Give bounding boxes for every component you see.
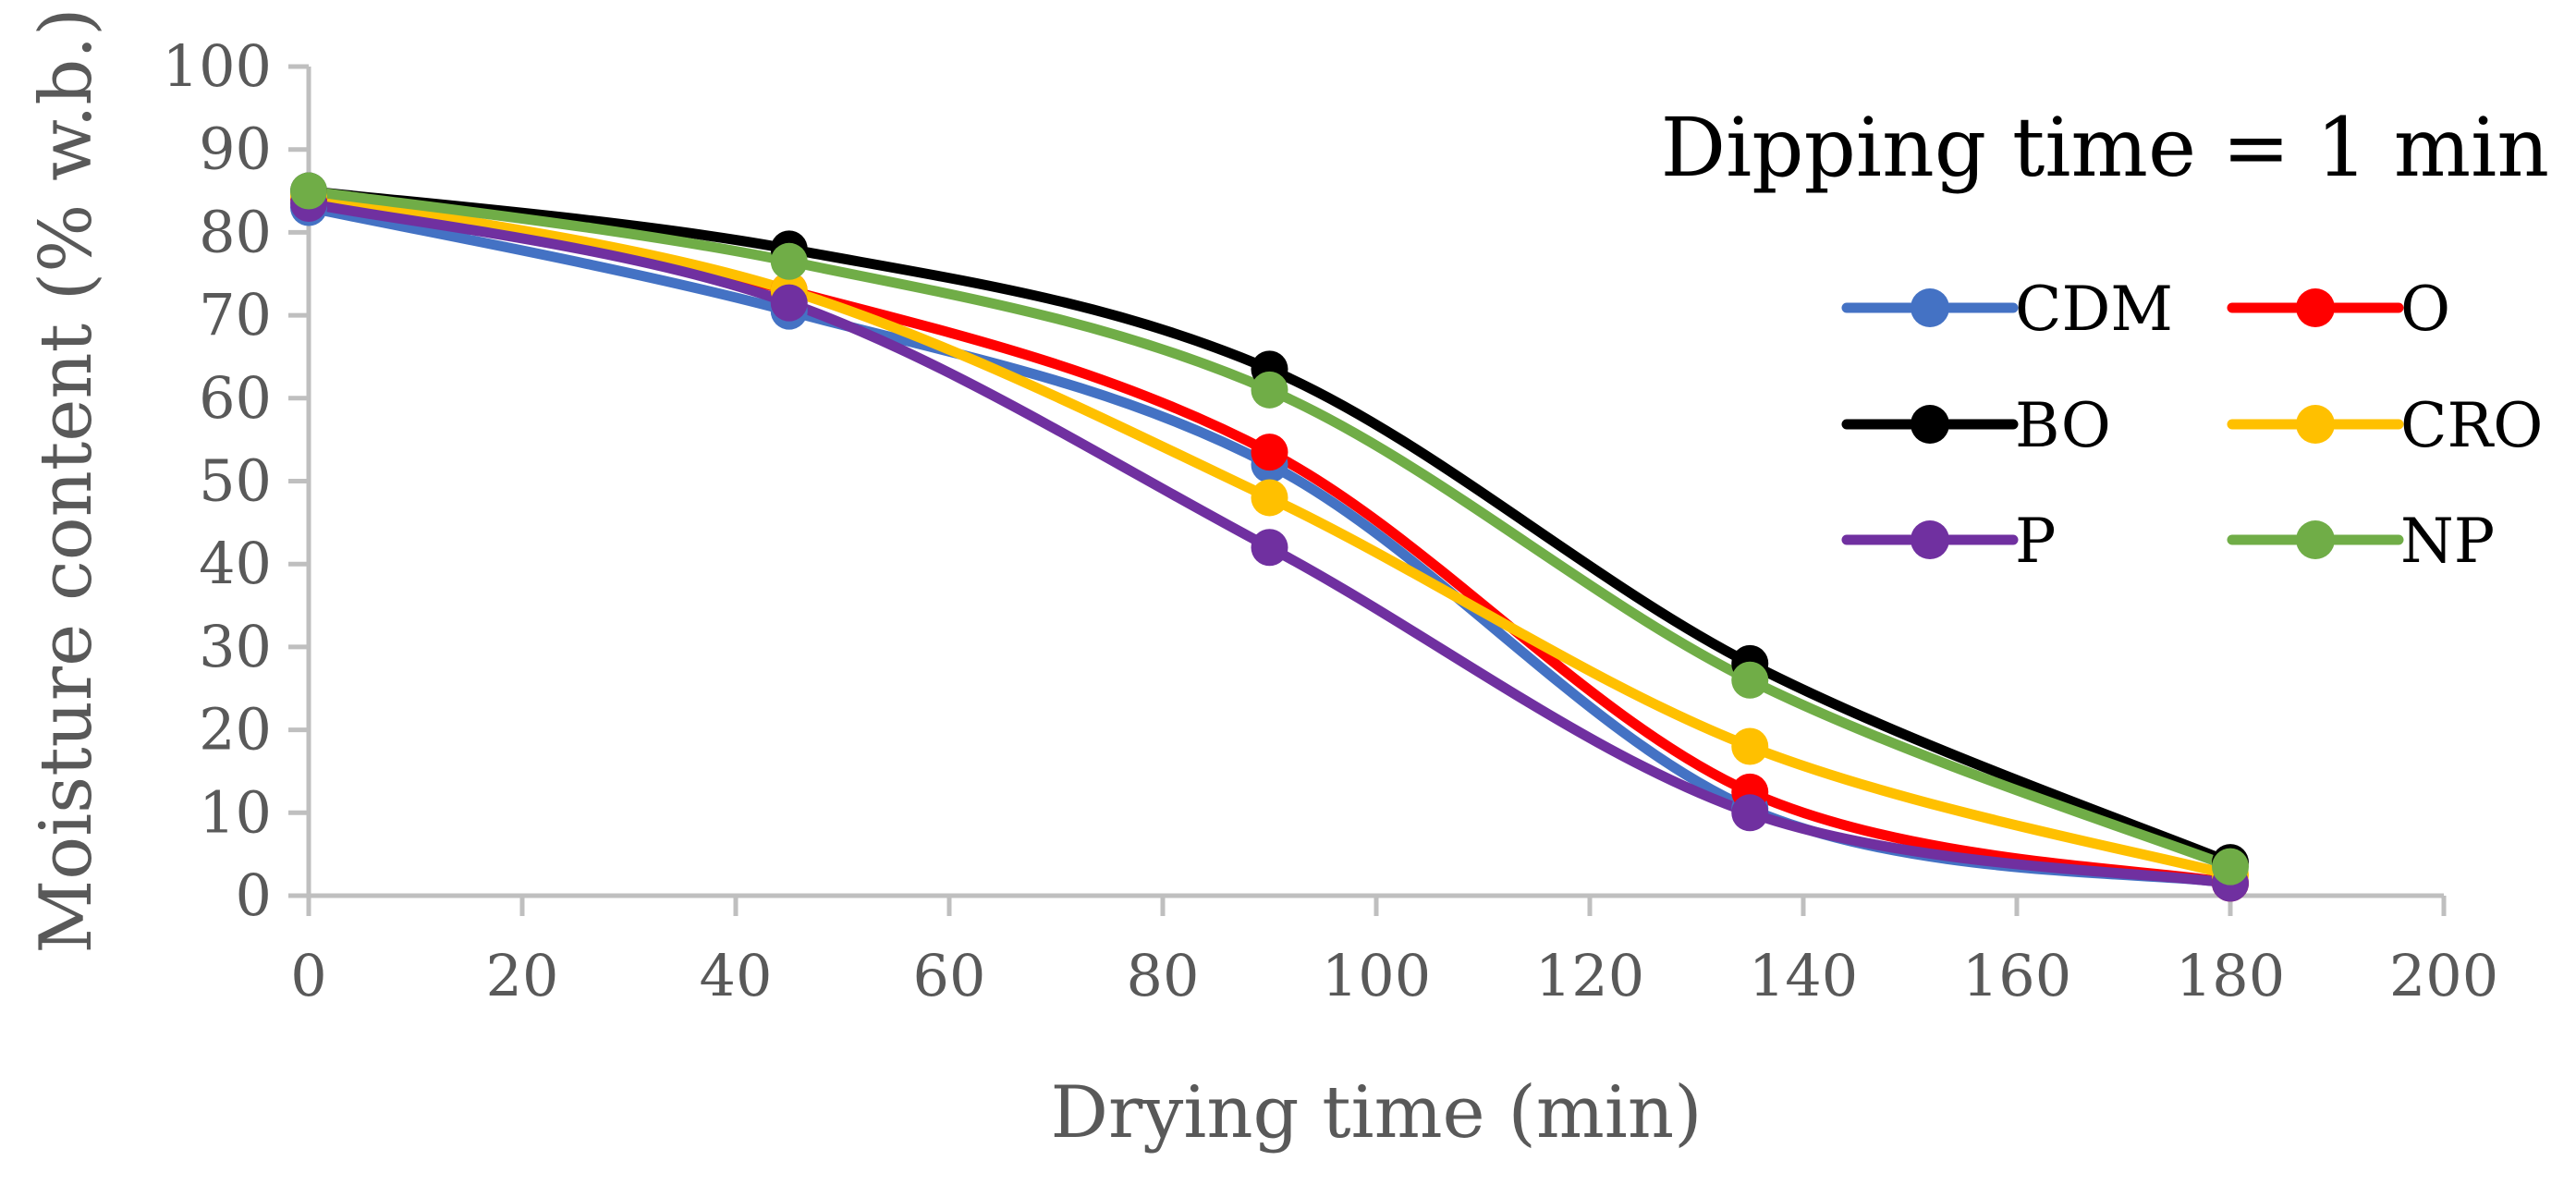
legend-label: BO (2015, 390, 2111, 461)
x-tick-label: 200 (2389, 942, 2498, 1009)
dipping-time-annotation: Dipping time = 1 min (1661, 100, 2549, 195)
legend-marker (1911, 520, 1949, 559)
y-ticks: 0 10 20 30 40 50 60 70 80 90 100 (163, 32, 309, 929)
y-tick-label: 100 (163, 32, 272, 100)
data-point-np (2212, 848, 2249, 886)
legend: CDM O BO CRO P NP (1841, 274, 2543, 577)
legend-label: CRO (2400, 390, 2543, 461)
y-tick-label: 10 (199, 778, 272, 846)
data-point-o (1251, 434, 1288, 471)
legend-marker (1911, 288, 1949, 327)
x-tick-label: 80 (1127, 942, 1200, 1009)
legend-item-np: NP (2227, 506, 2495, 577)
data-point-np (290, 172, 327, 210)
data-point-p (770, 284, 808, 322)
data-point-p (1251, 529, 1288, 567)
legend-item-bo: BO (1841, 390, 2111, 461)
legend-marker (2296, 288, 2335, 327)
legend-label: P (2015, 506, 2056, 577)
x-tick-label: 180 (2176, 942, 2285, 1009)
legend-item-cro: CRO (2227, 390, 2543, 461)
x-tick-label: 100 (1322, 942, 1431, 1009)
legend-item-cdm: CDM (1841, 274, 2173, 345)
x-tick-label: 0 (290, 942, 326, 1009)
legend-marker (1911, 405, 1949, 444)
legend-item-p: P (1841, 506, 2056, 577)
y-tick-label: 90 (199, 116, 272, 183)
y-axis-title: Moisture content (% w.b.) (25, 7, 108, 953)
x-ticks: 0 20 40 60 80 100 120 140 160 180 200 (290, 896, 2498, 1009)
x-axis-title: Drying time (min) (1050, 1071, 1702, 1154)
legend-item-o: O (2227, 274, 2450, 345)
legend-label: O (2400, 274, 2450, 345)
x-tick-label: 20 (486, 942, 559, 1009)
legend-marker (2296, 405, 2335, 444)
series-points (290, 172, 2249, 902)
data-point-cro (1731, 727, 1769, 765)
data-point-np (1251, 371, 1288, 409)
legend-label: NP (2400, 506, 2495, 577)
legend-label: CDM (2015, 274, 2173, 345)
x-tick-label: 40 (700, 942, 773, 1009)
y-tick-label: 80 (199, 198, 272, 265)
x-tick-label: 60 (913, 942, 986, 1009)
y-tick-label: 50 (199, 447, 272, 515)
x-tick-label: 160 (1962, 942, 2071, 1009)
data-point-np (1731, 661, 1769, 699)
y-tick-label: 0 (236, 861, 272, 929)
data-point-p (1731, 794, 1769, 832)
x-tick-label: 140 (1749, 942, 1858, 1009)
data-point-np (770, 242, 808, 280)
data-point-cro (1251, 479, 1288, 517)
y-tick-label: 40 (199, 530, 272, 597)
y-tick-label: 70 (199, 281, 272, 348)
y-tick-label: 20 (199, 696, 272, 764)
legend-marker (2296, 520, 2335, 559)
y-tick-label: 60 (199, 364, 272, 432)
y-tick-label: 30 (199, 613, 272, 680)
x-tick-label: 120 (1535, 942, 1644, 1009)
